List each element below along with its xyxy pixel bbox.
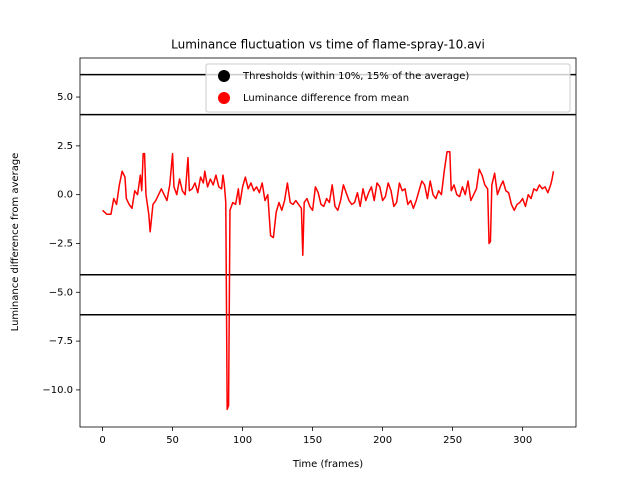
y-tick-label: −10.0 bbox=[42, 385, 73, 396]
x-tick-label: 300 bbox=[513, 435, 532, 446]
legend-label: Thresholds (within 10%, 15% of the avera… bbox=[242, 71, 469, 82]
x-tick-label: 100 bbox=[233, 435, 252, 446]
y-tick-label: −5.0 bbox=[49, 287, 73, 298]
legend-label: Luminance difference from mean bbox=[243, 93, 409, 104]
chart-title: Luminance fluctuation vs time of flame-s… bbox=[171, 38, 485, 52]
legend-marker bbox=[218, 70, 230, 82]
x-tick-label: 250 bbox=[443, 435, 462, 446]
x-tick-label: 0 bbox=[99, 435, 105, 446]
y-tick-label: 5.0 bbox=[57, 92, 73, 103]
y-axis-label: Luminance difference from average bbox=[10, 153, 21, 332]
x-tick-label: 50 bbox=[166, 435, 179, 446]
y-tick-label: −2.5 bbox=[49, 238, 73, 249]
x-tick-label: 150 bbox=[303, 435, 322, 446]
x-axis-label: Time (frames) bbox=[292, 459, 363, 470]
y-tick-label: 0.0 bbox=[57, 190, 73, 201]
legend-marker bbox=[218, 92, 230, 104]
x-tick-label: 200 bbox=[373, 435, 392, 446]
legend-box bbox=[205, 63, 571, 113]
axes-frame bbox=[79, 57, 577, 428]
data-line bbox=[102, 150, 555, 411]
y-tick-label: 2.5 bbox=[57, 141, 73, 152]
y-tick-label: −7.5 bbox=[49, 336, 73, 347]
